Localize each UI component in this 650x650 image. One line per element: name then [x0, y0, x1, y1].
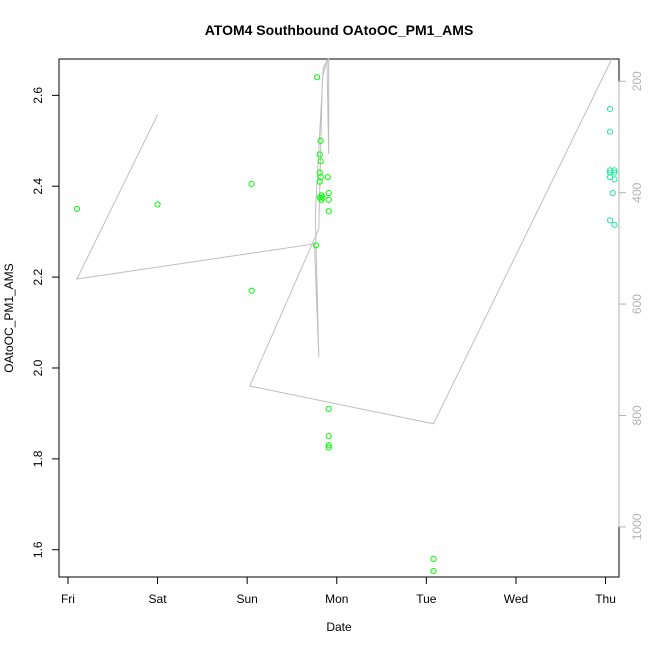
y-axis: 1.6 1.8 2.0 2.2 2.4 2.6 [31, 87, 59, 558]
data-point [611, 169, 618, 176]
plot-frame [58, 58, 620, 578]
y-tick-label: 1.8 [31, 450, 45, 467]
data-point [316, 169, 323, 176]
data-point [325, 196, 332, 203]
data-point [317, 137, 324, 144]
data-point [324, 174, 331, 181]
data-point [313, 242, 320, 249]
x-tick-label: Sun [236, 592, 257, 606]
y-tick-label: 2.2 [31, 268, 45, 285]
data-point [325, 189, 332, 197]
x-tick-label: Thu [595, 592, 616, 606]
data-point [248, 287, 255, 294]
data-point [430, 555, 437, 562]
secondary-y-axis: 200 400 600 800 1000 [618, 71, 644, 540]
series-line [76, 57, 613, 425]
data-point [73, 205, 81, 213]
data-point [317, 158, 324, 165]
x-tick-label: Tue [416, 592, 437, 606]
secondary-y-tick-label: 600 [630, 294, 644, 314]
data-point [606, 128, 614, 135]
data-point [317, 174, 324, 181]
secondary-y-tick-label: 400 [630, 182, 644, 202]
y-tick-label: 2.6 [31, 87, 45, 104]
data-point [611, 176, 618, 183]
data-point [611, 221, 618, 228]
data-point [325, 208, 332, 215]
data-point [609, 189, 616, 197]
data-point [313, 74, 321, 81]
y-tick-label: 1.6 [31, 541, 45, 558]
data-point [316, 151, 323, 158]
y-tick-label: 2.4 [31, 178, 45, 195]
secondary-y-tick-label: 1000 [630, 513, 644, 540]
data-point [154, 201, 161, 208]
data-point [325, 444, 332, 451]
data-point [325, 442, 332, 449]
data-point [325, 405, 332, 412]
data-point [318, 196, 325, 203]
x-tick-label: Sat [149, 592, 168, 606]
x-tick-label: Mon [325, 592, 348, 606]
x-tick-label: Fri [61, 592, 75, 606]
data-point [606, 169, 614, 176]
y-tick-label: 2.0 [31, 359, 45, 376]
y-axis-label: OAtoOC_PM1_AMS [2, 263, 16, 372]
data-point [606, 105, 614, 113]
x-axis-label: Date [326, 620, 352, 634]
x-axis: Fri Sat Sun Mon Tue Wed Thu [61, 577, 616, 606]
secondary-y-tick-label: 800 [630, 405, 644, 425]
chart-title: ATOM4 Southbound OAtoOC_PM1_AMS [205, 22, 474, 38]
x-tick-label: Wed [504, 592, 528, 606]
data-point [606, 217, 614, 224]
data-point [325, 433, 332, 440]
data-point [316, 178, 323, 185]
line-series [76, 57, 613, 425]
data-point [430, 567, 437, 575]
data-point [248, 180, 255, 188]
secondary-y-tick-label: 200 [630, 71, 644, 91]
scatter-series [73, 74, 618, 575]
